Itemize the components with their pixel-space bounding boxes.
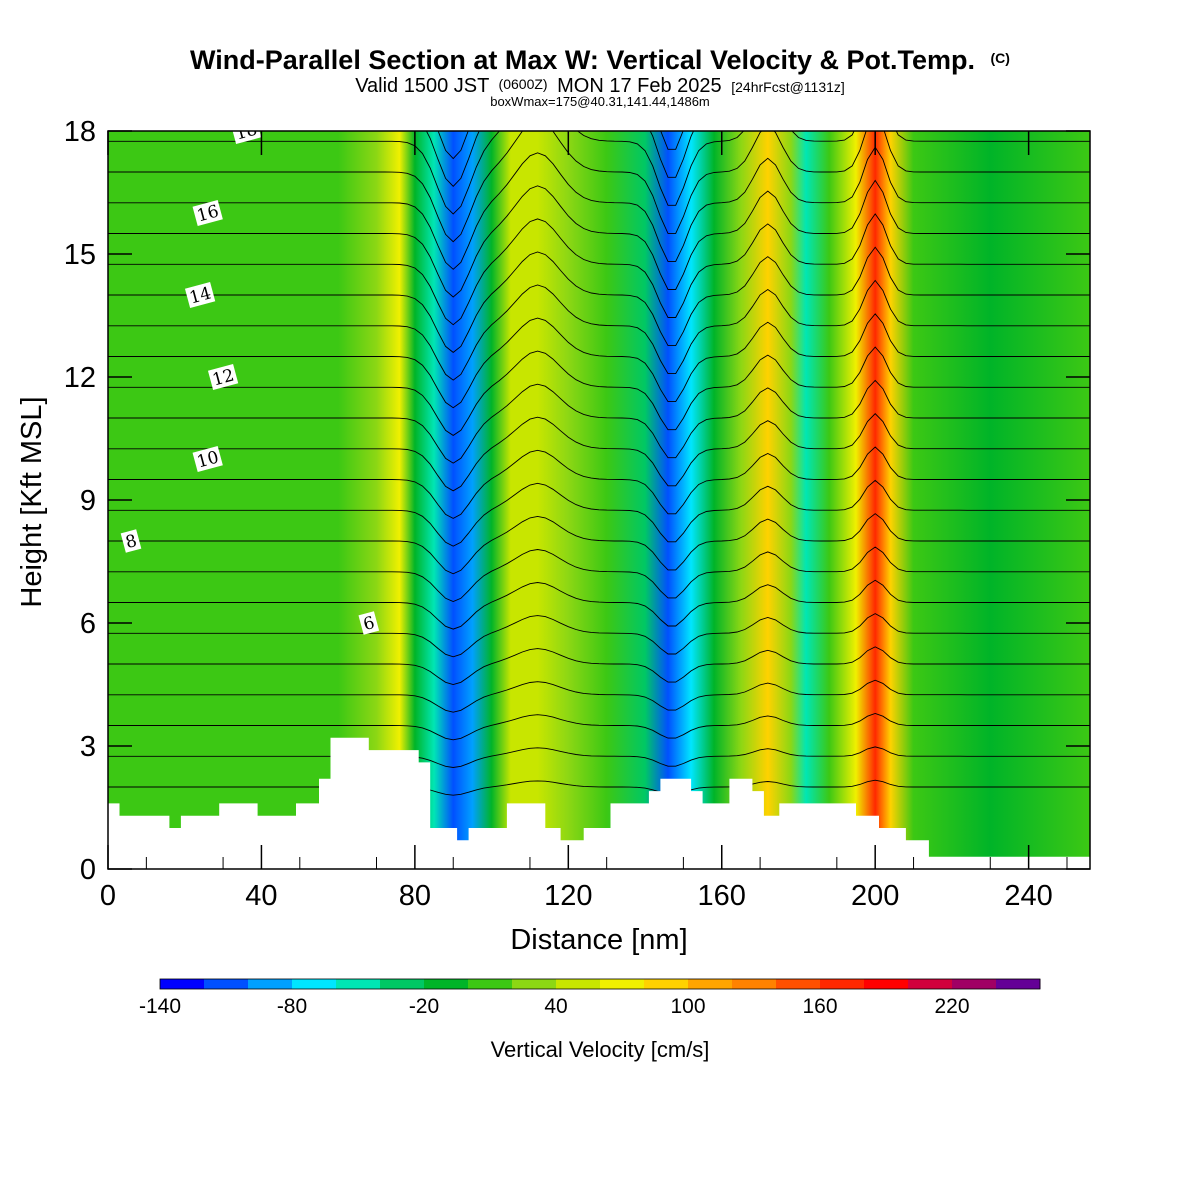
terrain	[108, 737, 1090, 869]
y-tick-label-5: 15	[64, 239, 96, 271]
theta-contour-0	[108, 779, 1090, 796]
colorbar-swatch-6	[424, 979, 469, 989]
theta-contour-10	[108, 446, 1090, 519]
x-axis-label: Distance [nm]	[510, 924, 687, 956]
y-tick-label-2: 6	[80, 608, 96, 640]
theta-contour-17	[108, 213, 1090, 326]
colorbar-tick-1: -80	[277, 995, 307, 1018]
theta-contour-11	[108, 413, 1090, 492]
x-tick-label-1: 40	[245, 880, 277, 912]
colorbar-swatch-1	[204, 979, 249, 989]
colorbar-swatch-19	[996, 979, 1041, 989]
theta-contour-2	[108, 713, 1090, 741]
colorbar-tick-2: -20	[409, 995, 439, 1018]
svg-text:6: 6	[361, 613, 377, 635]
theta-contour-1	[108, 746, 1090, 768]
y-tick-label-0: 0	[80, 854, 96, 886]
y-axis-label: Height [Kft MSL]	[16, 396, 48, 607]
x-tick-label-2: 80	[399, 880, 431, 912]
theta-contour-21	[108, 131, 1090, 215]
contour-label-1: 6	[358, 611, 380, 635]
x-tick-label-0: 0	[100, 880, 116, 912]
theta-contour-19	[108, 146, 1090, 270]
theta-contour-5	[108, 613, 1090, 658]
contour-label-5: 14	[184, 281, 216, 308]
x-tick-label-3: 120	[544, 880, 592, 912]
colorbar-tick-5: 160	[802, 995, 837, 1018]
y-tick-label-6: 18	[64, 116, 96, 148]
colorbar-swatch-10	[600, 979, 645, 989]
x-tick-label-6: 240	[1004, 880, 1052, 912]
colorbar-tick-6: 220	[934, 995, 969, 1018]
theta-contour-8	[108, 513, 1090, 575]
chart-subtitle: Valid 1500 JST (0600Z) MON 17 Feb 2025 […	[355, 72, 845, 97]
colorbar-tick-4: 100	[670, 995, 705, 1018]
colorbar-swatch-14	[776, 979, 821, 989]
theta-contour-13	[108, 346, 1090, 436]
x-tick-label-4: 160	[698, 880, 746, 912]
colorbar-swatch-11	[644, 979, 689, 989]
theta-contour-16	[108, 246, 1090, 353]
theta-contour-15	[108, 279, 1090, 381]
box-info: boxWmax=175@40.31,141.44,1486m	[490, 94, 710, 109]
colorbar-swatch-3	[292, 979, 337, 989]
colorbar-swatch-13	[732, 979, 777, 989]
theta-contour-14	[108, 313, 1090, 409]
colorbar: -140 -80 -20 40 100 160 220	[139, 978, 1041, 1018]
y-tick-label-3: 9	[80, 485, 96, 517]
theta-contour-20	[108, 131, 1090, 243]
theta-contour-9	[108, 479, 1090, 547]
theta-contour-3	[108, 679, 1090, 713]
colorbar-swatch-12	[688, 979, 733, 989]
colorbar-swatch-5	[380, 979, 425, 989]
theta-contour-18	[108, 179, 1090, 298]
axis-ticks: 0 40 80 120 160 200 240 0 3 6 9 12 15 18	[64, 116, 1090, 912]
velocity-field	[108, 131, 1090, 869]
colorbar-swatch-2	[248, 979, 293, 989]
colorbar-swatch-8	[512, 979, 557, 989]
theta-contour-7	[108, 546, 1090, 602]
colorbar-swatch-17	[908, 979, 953, 989]
contour-label-2: 8	[120, 529, 142, 553]
theta-contour-6	[108, 579, 1090, 630]
x-tick-label-5: 200	[851, 880, 899, 912]
chart-title: Wind-Parallel Section at Max W: Vertical…	[190, 45, 1010, 75]
potential-temperature-contours	[108, 131, 1090, 796]
theta-contour-12	[108, 379, 1090, 464]
colorbar-label: Vertical Velocity [cm/s]	[491, 1037, 710, 1062]
colorbar-swatch-16	[864, 979, 909, 989]
colorbar-swatch-18	[952, 979, 997, 989]
y-tick-label-1: 3	[80, 731, 96, 763]
colorbar-swatch-7	[468, 979, 513, 989]
colorbar-swatch-9	[556, 979, 601, 989]
theta-contour-4	[108, 646, 1090, 685]
y-tick-label-4: 12	[64, 362, 96, 394]
colorbar-swatch-0	[160, 979, 205, 989]
colorbar-tick-3: 40	[544, 995, 567, 1018]
colorbar-swatch-4	[336, 979, 381, 989]
colorbar-tick-0: -140	[139, 995, 181, 1018]
contour-label-6: 16	[192, 199, 223, 226]
svg-text:8: 8	[123, 531, 139, 553]
colorbar-swatch-15	[820, 979, 865, 989]
